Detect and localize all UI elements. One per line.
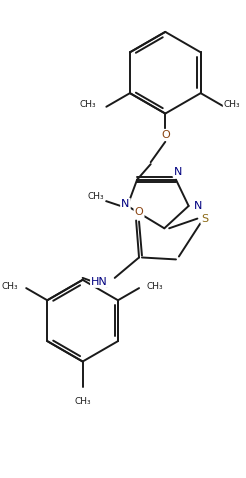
Text: CH₃: CH₃ — [74, 397, 91, 405]
Text: N: N — [174, 167, 182, 177]
Text: CH₃: CH₃ — [2, 282, 18, 291]
Text: O: O — [135, 207, 143, 217]
Text: N: N — [121, 199, 130, 209]
Text: CH₃: CH₃ — [80, 100, 97, 109]
Text: N: N — [194, 201, 202, 211]
Text: CH₃: CH₃ — [224, 100, 240, 109]
Text: HN: HN — [91, 277, 108, 287]
Text: CH₃: CH₃ — [147, 282, 163, 291]
Text: S: S — [201, 214, 209, 224]
Text: CH₃: CH₃ — [88, 192, 105, 201]
Text: O: O — [161, 130, 170, 140]
